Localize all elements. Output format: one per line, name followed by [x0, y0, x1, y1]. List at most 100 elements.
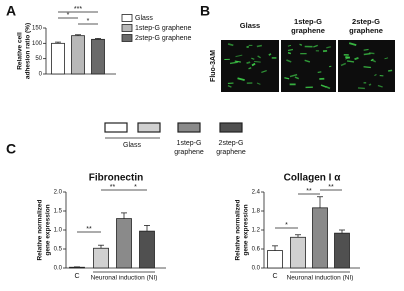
- cell-speck: [363, 66, 371, 69]
- cell-speck: [354, 56, 359, 61]
- microscopy-image: [338, 40, 395, 92]
- bar: [267, 250, 283, 269]
- cell-speck: [340, 62, 347, 67]
- y-tick-label: 0.6: [252, 247, 261, 253]
- cell-speck: [257, 55, 261, 59]
- legend-swatch: [121, 24, 133, 32]
- cell-speck: [325, 85, 331, 90]
- legend-label: 1step-G: [177, 140, 202, 147]
- cell-speck: [388, 69, 393, 72]
- cell-speck: [286, 59, 292, 63]
- panel-label: A: [6, 3, 16, 19]
- microscopy-image: [221, 40, 279, 92]
- x-tick-label: C: [74, 273, 79, 280]
- cell-speck: [384, 57, 389, 60]
- cell-speck: [227, 84, 232, 88]
- significance-label: *: [87, 18, 90, 25]
- column-label: 2step-G: [352, 17, 380, 26]
- legend-label: Glass: [135, 15, 153, 22]
- legend-swatch: [104, 122, 128, 133]
- cell-speck: [251, 57, 255, 60]
- legend-label: 1step-G graphene: [135, 25, 192, 32]
- cell-speck: [256, 82, 261, 85]
- cell-speck: [299, 43, 303, 46]
- legend-swatch: [137, 122, 161, 133]
- cell-speck: [313, 44, 318, 48]
- y-tick-label: 2.0: [54, 190, 63, 196]
- cell-speck: [235, 54, 243, 58]
- cell-speck: [229, 61, 238, 65]
- cell-speck: [261, 69, 267, 74]
- y-axis-label: Relative normalized: [235, 199, 242, 260]
- y-axis-label: adhesion ratio (%): [25, 23, 32, 79]
- significance-label: *: [67, 12, 70, 19]
- x-axis-label: Neuronal induction (NI): [287, 275, 354, 282]
- cell-speck: [371, 59, 377, 63]
- y-tick-label: 150: [32, 26, 43, 32]
- cell-speck: [317, 71, 322, 73]
- y-tick-label: 0.0: [252, 266, 261, 272]
- column-label: graphene: [291, 26, 325, 35]
- y-tick-label: 1.5: [54, 209, 63, 215]
- y-tick-label: 2.4: [252, 190, 261, 196]
- legend-label: 2step-G: [219, 140, 244, 147]
- bar: [334, 232, 350, 269]
- column-label: 1step-G: [294, 17, 322, 26]
- chart-title: Fibronectin: [89, 173, 143, 184]
- cell-signal: [224, 42, 393, 90]
- bar: [51, 42, 65, 75]
- row-label: Fluo-3AM: [210, 50, 217, 82]
- cell-speck: [287, 48, 294, 52]
- cell-speck: [326, 46, 331, 49]
- cell-speck: [346, 60, 355, 63]
- bar: [69, 266, 85, 269]
- cell-speck: [294, 76, 300, 80]
- chart-title: Collagen I α: [284, 173, 342, 184]
- legend-label: 2step-G graphene: [135, 35, 192, 42]
- y-tick-label: 1.2: [252, 228, 261, 234]
- cell-speck: [363, 52, 371, 56]
- significance-label: *: [134, 184, 137, 191]
- y-axis-label: Relative cell: [17, 32, 24, 70]
- legend-swatch: [121, 34, 133, 42]
- y-tick-label: 50: [35, 56, 42, 62]
- significance-label: **: [328, 184, 334, 191]
- legend-label: graphene: [174, 149, 204, 156]
- panel-label: B: [200, 3, 210, 19]
- cell-speck: [256, 44, 263, 48]
- column-label: graphene: [349, 26, 383, 35]
- significance-label: **: [306, 188, 312, 195]
- cell-speck: [348, 42, 357, 46]
- cell-speck: [377, 84, 383, 88]
- bar: [290, 236, 306, 269]
- bar: [93, 247, 109, 269]
- cell-speck: [248, 67, 252, 70]
- significance-label: **: [110, 184, 116, 191]
- legend-swatch: [121, 14, 133, 22]
- cell-speck: [320, 84, 327, 88]
- cell-speck: [268, 53, 272, 56]
- legend-swatch: [219, 122, 243, 133]
- bar: [139, 230, 155, 269]
- bar: [71, 35, 85, 75]
- legend-label: graphene: [216, 149, 246, 156]
- cell-speck: [251, 62, 256, 67]
- y-tick-label: 0.0: [54, 266, 63, 272]
- y-axis-label: gene expression: [243, 204, 250, 255]
- cell-speck: [368, 83, 372, 86]
- y-tick-label: 0: [39, 72, 43, 78]
- cell-speck: [284, 77, 290, 80]
- cell-speck: [234, 60, 241, 63]
- panel-label: C: [6, 141, 16, 157]
- cell-speck: [374, 74, 377, 76]
- y-tick-label: 1.0: [54, 228, 63, 234]
- microscopy-image: [281, 40, 336, 92]
- legend-label: Glass: [123, 142, 141, 149]
- cell-speck: [237, 77, 245, 82]
- bar: [116, 218, 132, 269]
- cell-speck: [246, 61, 251, 64]
- significance-label: **: [86, 226, 92, 233]
- significance-label: *: [285, 222, 288, 229]
- cell-speck: [304, 59, 311, 63]
